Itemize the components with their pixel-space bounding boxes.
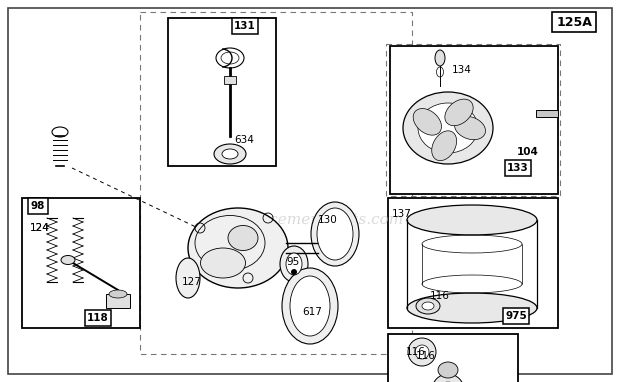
Text: 124: 124: [30, 223, 50, 233]
Text: 617: 617: [302, 307, 322, 317]
Text: 634: 634: [234, 135, 254, 145]
Text: 116: 116: [416, 351, 436, 361]
Ellipse shape: [445, 99, 473, 126]
Bar: [224, 76, 236, 84]
Ellipse shape: [109, 290, 127, 298]
Text: 131: 131: [234, 21, 256, 31]
Bar: [386, 44, 560, 196]
Ellipse shape: [286, 253, 302, 275]
Ellipse shape: [311, 202, 359, 266]
Ellipse shape: [176, 258, 200, 298]
Text: eReplacementParts.com: eReplacementParts.com: [216, 213, 404, 227]
Text: 104: 104: [517, 147, 539, 157]
Text: 98: 98: [31, 201, 45, 211]
Circle shape: [291, 269, 297, 275]
Ellipse shape: [438, 362, 458, 378]
Ellipse shape: [416, 298, 440, 314]
Bar: [106, 294, 130, 308]
Text: 116: 116: [406, 347, 426, 357]
Bar: [388, 198, 558, 328]
Ellipse shape: [408, 338, 436, 366]
Ellipse shape: [282, 268, 338, 344]
Ellipse shape: [61, 256, 75, 264]
Ellipse shape: [290, 276, 330, 336]
Text: 134: 134: [452, 65, 472, 75]
Text: 975: 975: [505, 311, 527, 321]
Bar: [22, 198, 140, 328]
Bar: [168, 18, 276, 166]
Text: 137: 137: [392, 209, 412, 219]
Ellipse shape: [413, 108, 441, 135]
Ellipse shape: [317, 208, 353, 260]
Ellipse shape: [422, 302, 434, 310]
Ellipse shape: [407, 293, 537, 323]
Ellipse shape: [222, 149, 238, 159]
Text: 130: 130: [318, 215, 338, 225]
Text: 95: 95: [286, 257, 299, 267]
Bar: [536, 110, 558, 117]
Ellipse shape: [407, 205, 537, 235]
Text: 118: 118: [87, 313, 109, 323]
Text: 124: 124: [30, 223, 50, 233]
Ellipse shape: [280, 246, 308, 282]
Text: 127: 127: [182, 277, 202, 287]
Ellipse shape: [200, 248, 246, 278]
Ellipse shape: [415, 345, 429, 359]
Ellipse shape: [454, 116, 485, 140]
Text: 133: 133: [507, 163, 529, 173]
Ellipse shape: [435, 50, 445, 66]
Ellipse shape: [228, 225, 258, 251]
Ellipse shape: [403, 92, 493, 164]
Bar: [390, 46, 558, 194]
Ellipse shape: [188, 208, 288, 288]
Bar: [388, 334, 518, 382]
Ellipse shape: [418, 103, 478, 153]
Ellipse shape: [432, 131, 456, 161]
Text: 125A: 125A: [556, 16, 592, 29]
Text: 116: 116: [430, 291, 450, 301]
Ellipse shape: [214, 144, 246, 164]
Ellipse shape: [432, 374, 464, 382]
Bar: [140, 12, 412, 354]
